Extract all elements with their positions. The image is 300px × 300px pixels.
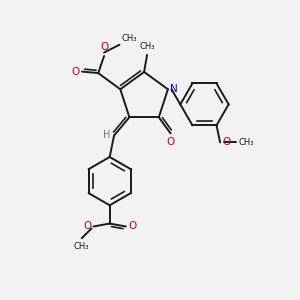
Text: O: O: [83, 221, 92, 232]
Text: CH₃: CH₃: [139, 42, 155, 51]
Text: H: H: [103, 130, 110, 140]
Text: N: N: [170, 84, 178, 94]
Text: CH₃: CH₃: [238, 138, 254, 147]
Text: O: O: [100, 42, 108, 52]
Text: O: O: [128, 221, 136, 232]
Text: O: O: [167, 137, 175, 147]
Text: O: O: [222, 137, 230, 147]
Text: O: O: [72, 67, 80, 76]
Text: CH₃: CH₃: [74, 242, 89, 251]
Text: CH₃: CH₃: [122, 34, 137, 43]
